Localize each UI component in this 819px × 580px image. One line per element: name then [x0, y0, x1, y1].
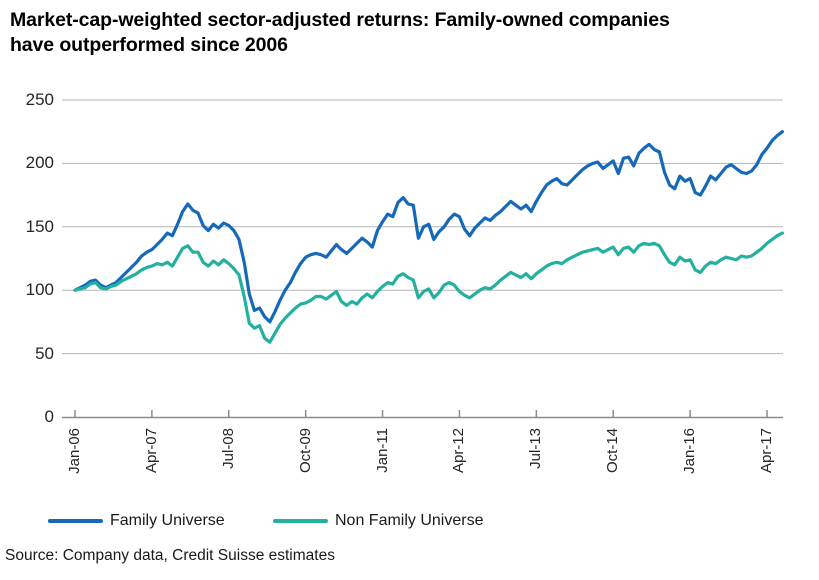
y-axis-label: 250: [25, 90, 54, 109]
family-universe-legend-label: Family Universe: [110, 512, 225, 529]
y-axis-label: 0: [44, 407, 54, 426]
x-axis-label: Jan-16: [681, 428, 699, 474]
x-axis-label: Apr-17: [758, 428, 775, 474]
chart-title: Market-cap-weighted sector-adjusted retu…: [10, 9, 670, 56]
y-axis-label: 100: [25, 280, 54, 300]
y-axis-label: 150: [25, 216, 54, 236]
x-axis-label: Oct-14: [604, 428, 622, 474]
family-universe-line: [73, 130, 785, 324]
x-axis-label: Apr-07: [142, 428, 160, 474]
non-family-universe-legend-label: Non Family Universe: [335, 512, 484, 529]
family-universe-legend-swatch: [48, 519, 103, 523]
x-axis-label: Jul-08: [219, 428, 237, 469]
source-note: Source: Company data, Credit Suisse esti…: [5, 547, 335, 564]
y-axis-label: 200: [25, 153, 54, 173]
non-family-universe-legend-swatch: [273, 519, 328, 523]
x-axis-label: Jan-06: [66, 428, 83, 474]
x-axis-label: Oct-09: [296, 428, 314, 474]
x-axis-label: Jul-13: [527, 428, 545, 469]
y-axis-label: 50: [35, 343, 54, 363]
non-family-universe-line: [73, 231, 785, 344]
x-axis-label: Jan-11: [373, 428, 391, 473]
x-axis-label: Apr-12: [450, 428, 468, 474]
